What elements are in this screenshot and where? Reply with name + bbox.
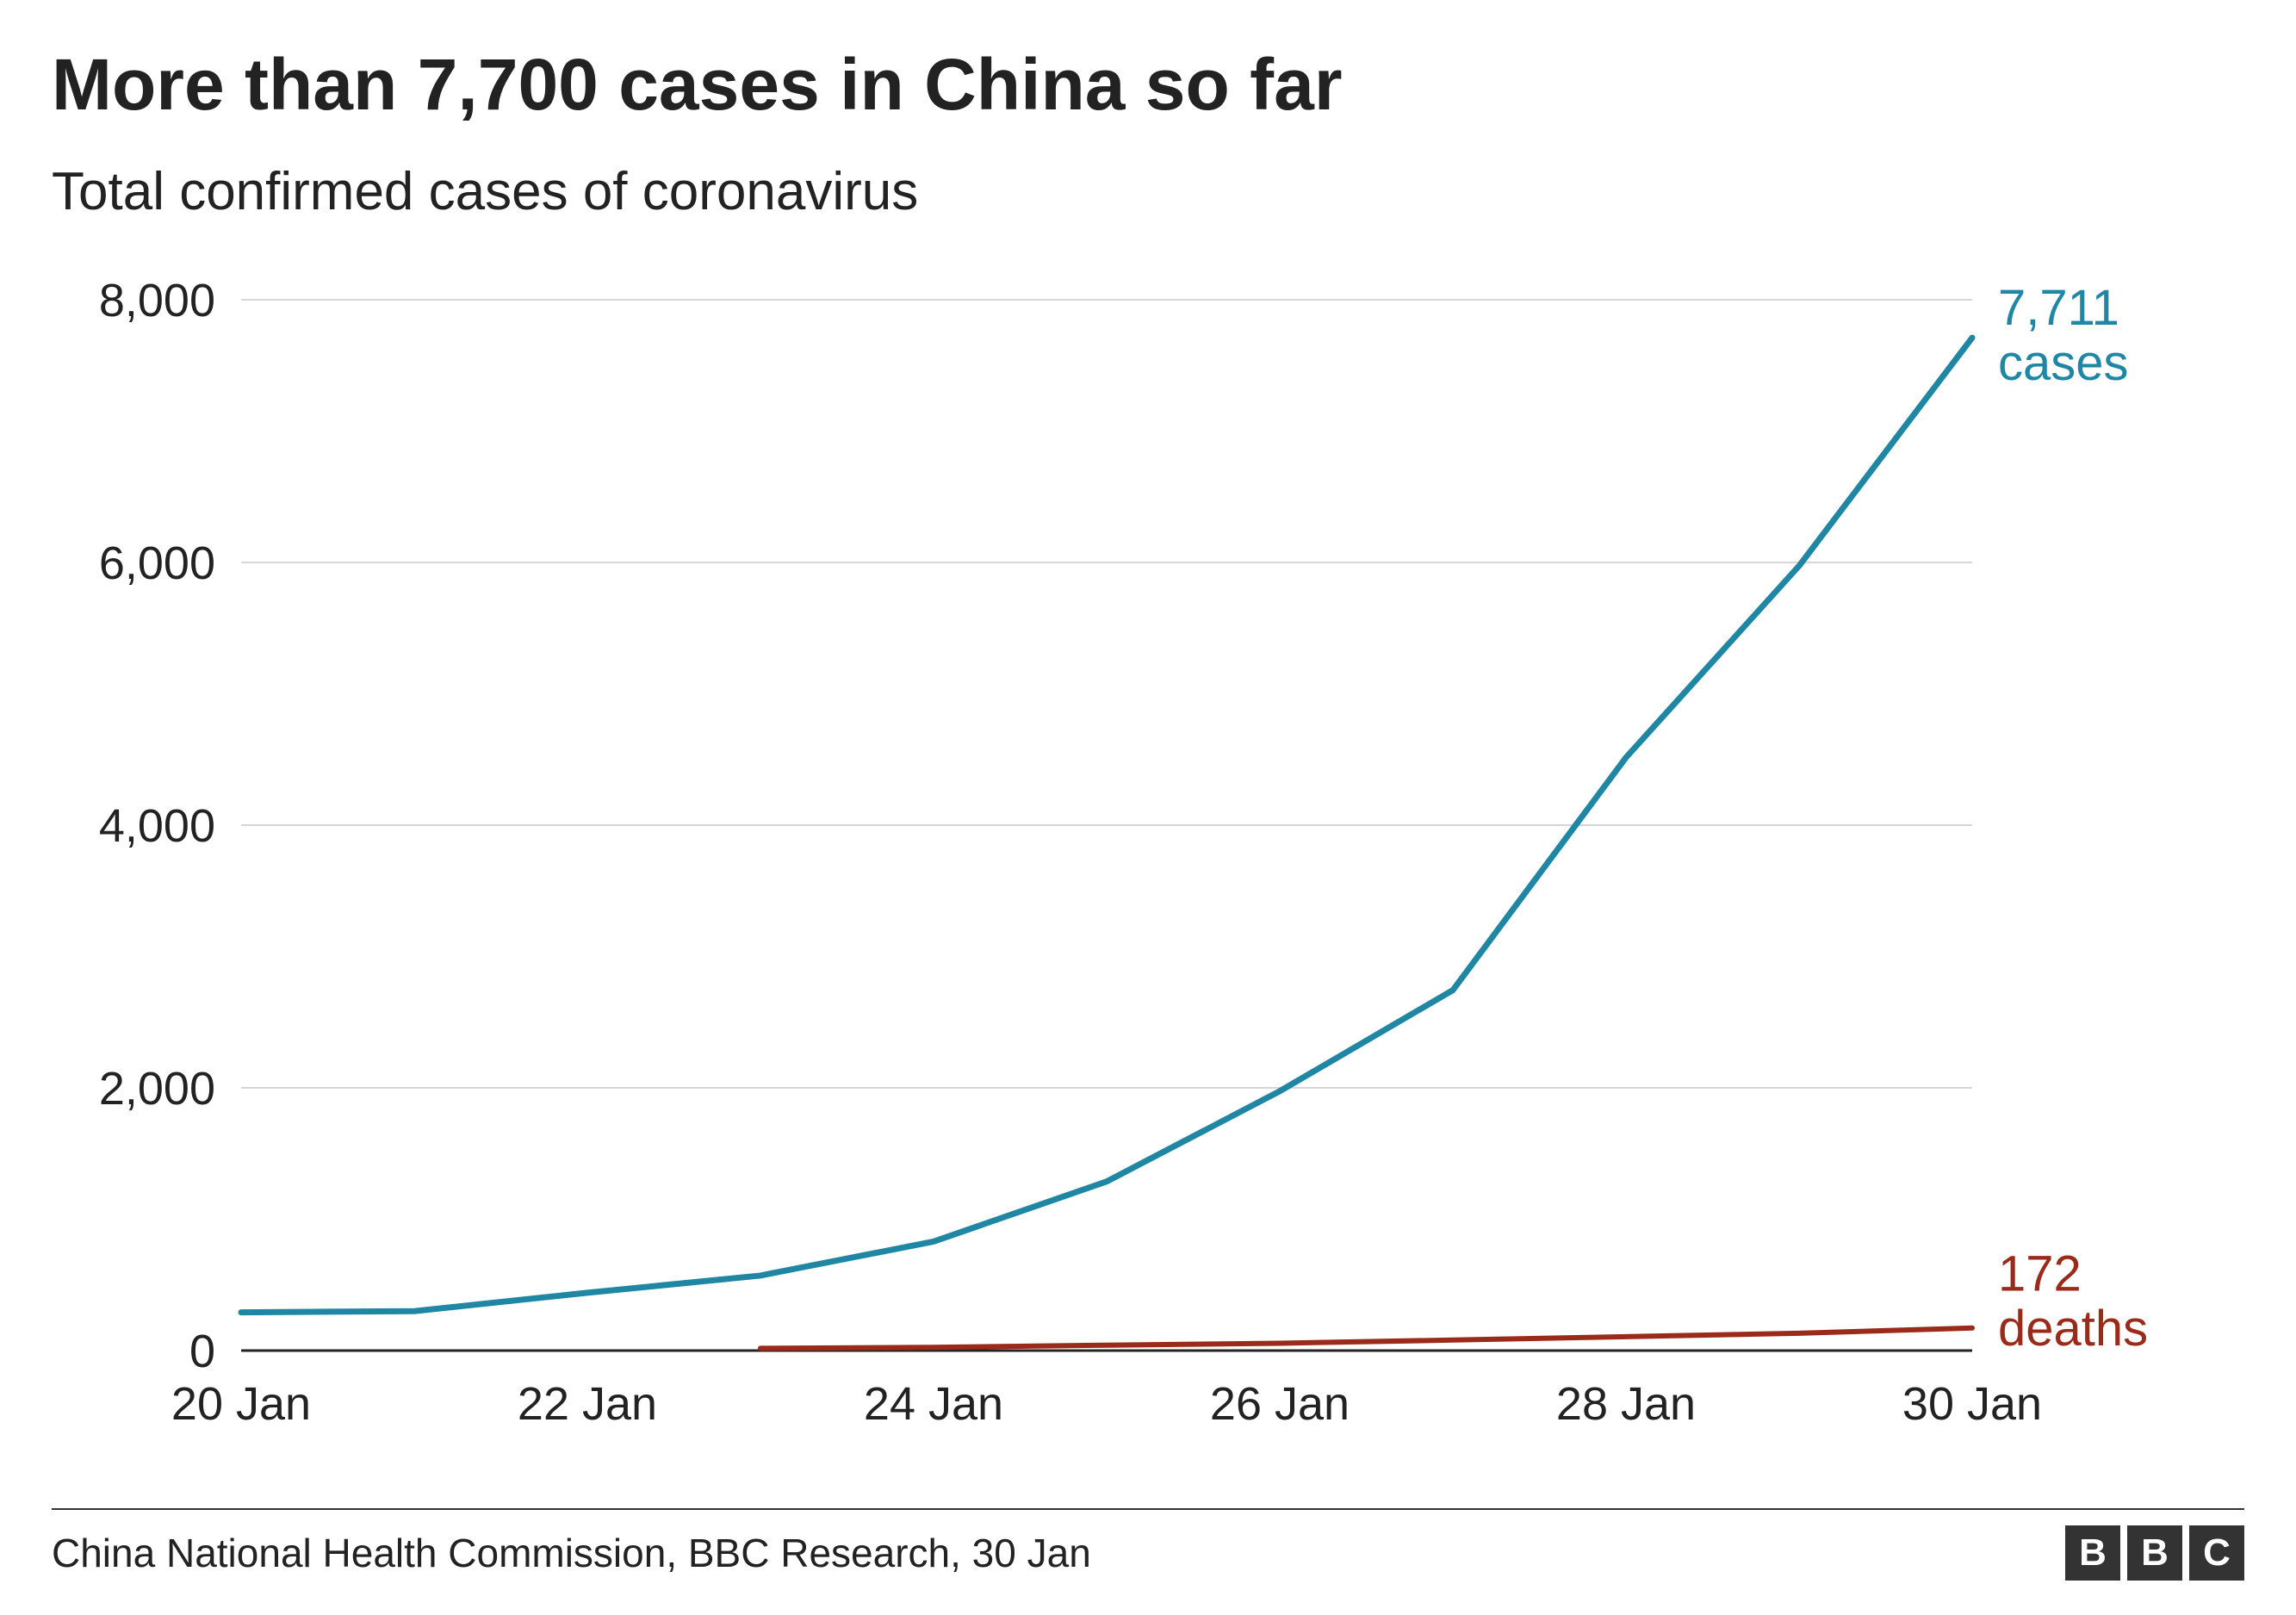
deaths-annotation-label: deaths [1998, 1301, 2148, 1357]
svg-text:2,000: 2,000 [99, 1063, 215, 1115]
chart-subtitle: Total confirmed cases of coronavirus [52, 161, 2244, 222]
cases-annotation-value: 7,711 [1998, 280, 2119, 336]
chart-area: 0 2,000 4,000 6,000 8,000 20 Jan 22 Jan 24 Jan 2… [52, 248, 2239, 1454]
bbc-logo-letter: C [2189, 1525, 2244, 1581]
chart-title: More than 7,700 cases in China so far [52, 43, 2244, 127]
cases-annotation-label: cases [1998, 335, 2129, 391]
svg-text:26 Jan: 26 Jan [1210, 1378, 1350, 1430]
footer: China National Health Commission, BBC Re… [52, 1508, 2244, 1581]
deaths-annotation-value: 172 [1998, 1245, 2082, 1301]
svg-text:30 Jan: 30 Jan [1902, 1378, 2042, 1430]
chart-svg: 0 2,000 4,000 6,000 8,000 20 Jan 22 Jan 24 Jan 2… [52, 248, 2239, 1454]
svg-text:20 Jan: 20 Jan [171, 1378, 311, 1430]
source-text: China National Health Commission, BBC Re… [52, 1530, 1091, 1576]
deaths-line [760, 1328, 1972, 1349]
svg-text:28 Jan: 28 Jan [1556, 1378, 1696, 1430]
svg-text:0: 0 [189, 1326, 215, 1377]
svg-text:24 Jan: 24 Jan [864, 1378, 1003, 1430]
svg-text:4,000: 4,000 [99, 800, 215, 852]
bbc-logo-letter: B [2065, 1525, 2120, 1581]
bbc-logo-letter: B [2127, 1525, 2182, 1581]
bbc-logo: BBC [2065, 1525, 2244, 1581]
svg-text:22 Jan: 22 Jan [518, 1378, 657, 1430]
svg-text:8,000: 8,000 [99, 275, 215, 326]
svg-text:6,000: 6,000 [99, 537, 215, 589]
